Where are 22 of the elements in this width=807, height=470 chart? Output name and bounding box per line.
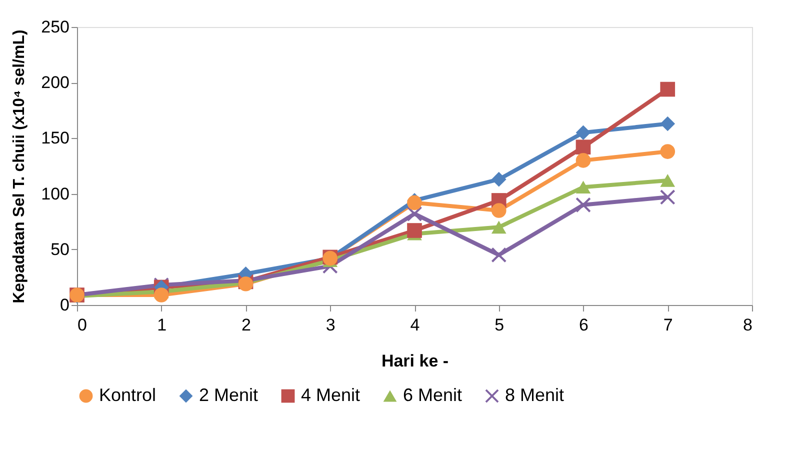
legend-label: Kontrol <box>99 385 156 405</box>
legend-label: 6 Menit <box>403 385 462 405</box>
x-tick-label: 5 <box>494 316 504 334</box>
x-tick-label: 7 <box>663 316 673 334</box>
x-tick-label: 6 <box>579 316 588 334</box>
x-tick-label: 1 <box>157 316 167 334</box>
x-tick-label: 0 <box>78 316 87 334</box>
legend-label: 8 Menit <box>505 385 564 405</box>
x-tick-label: 4 <box>410 316 420 334</box>
y-tick-label: 150 <box>41 128 70 148</box>
y-tick-label: 50 <box>50 240 70 259</box>
y-tick-label: 100 <box>41 184 70 204</box>
x-axis-title: Hari ke - <box>381 352 449 370</box>
y-tick-label: 200 <box>41 73 70 92</box>
legend-label: 4 Menit <box>301 385 360 405</box>
x-tick-label: 2 <box>242 316 251 334</box>
legend-label: 2 Menit <box>199 385 258 405</box>
y-tick-label: 0 <box>60 296 70 314</box>
x-tick-label: 3 <box>326 316 336 334</box>
y-axis-title: Kepadatan Sel T. chuii (x10⁴ sel/mL) <box>11 30 28 304</box>
x-tick-label: 8 <box>743 316 752 334</box>
y-tick-label: 250 <box>41 18 70 36</box>
